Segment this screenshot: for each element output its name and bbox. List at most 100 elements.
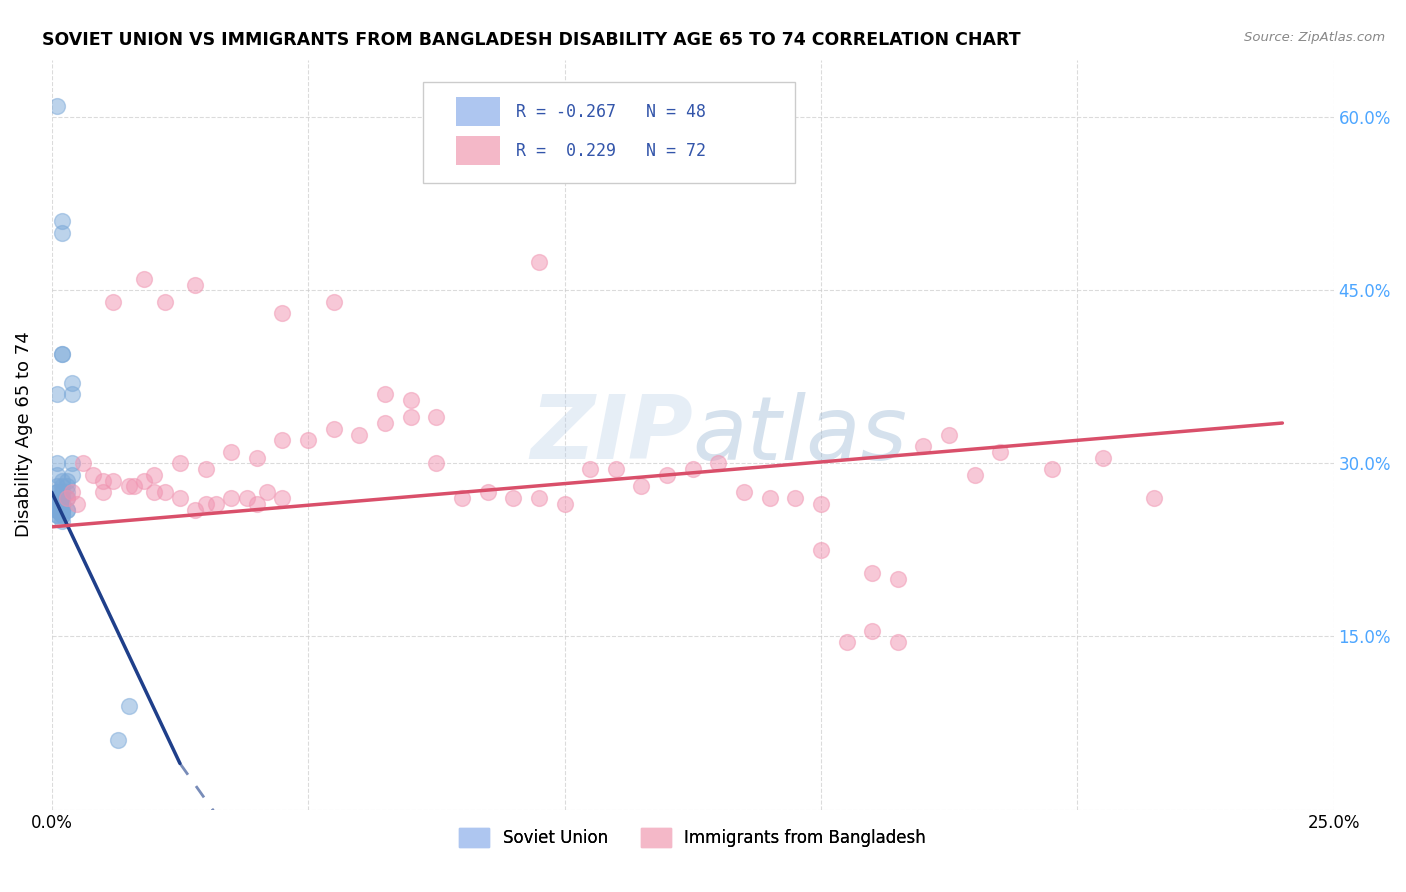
Point xyxy=(56,474,79,488)
Point xyxy=(194,497,217,511)
Point xyxy=(579,462,602,476)
Point xyxy=(810,543,832,558)
Point xyxy=(733,485,755,500)
Point xyxy=(349,427,371,442)
Point xyxy=(477,485,499,500)
Point xyxy=(860,624,883,638)
Point xyxy=(246,497,269,511)
Point xyxy=(51,485,73,500)
Point xyxy=(988,445,1011,459)
Point xyxy=(682,462,704,476)
Text: R = -0.267   N = 48: R = -0.267 N = 48 xyxy=(516,103,706,121)
Point xyxy=(553,497,575,511)
Point xyxy=(72,457,94,471)
Text: atlas: atlas xyxy=(693,392,907,477)
FancyBboxPatch shape xyxy=(456,97,501,126)
Point xyxy=(51,491,73,505)
Point xyxy=(60,485,83,500)
Y-axis label: Disability Age 65 to 74: Disability Age 65 to 74 xyxy=(15,332,32,538)
Point xyxy=(630,479,652,493)
FancyBboxPatch shape xyxy=(423,82,796,184)
Point xyxy=(45,457,67,471)
Point xyxy=(527,491,550,505)
Point xyxy=(132,474,155,488)
Point xyxy=(60,387,83,401)
Point xyxy=(91,485,114,500)
Point xyxy=(56,502,79,516)
Point xyxy=(502,491,524,505)
Point xyxy=(51,497,73,511)
Point xyxy=(51,502,73,516)
Point xyxy=(56,485,79,500)
Point xyxy=(887,572,910,586)
Point xyxy=(205,497,228,511)
Point xyxy=(45,508,67,523)
Text: R =  0.229   N = 72: R = 0.229 N = 72 xyxy=(516,142,706,160)
Point xyxy=(297,434,319,448)
Point xyxy=(322,294,344,309)
Point xyxy=(860,566,883,580)
Point xyxy=(399,410,422,425)
Point xyxy=(938,427,960,442)
Point xyxy=(758,491,780,505)
Legend: Soviet Union, Immigrants from Bangladesh: Soviet Union, Immigrants from Bangladesh xyxy=(453,822,932,854)
Point xyxy=(45,479,67,493)
Point xyxy=(45,502,67,516)
Point xyxy=(527,254,550,268)
Point xyxy=(374,416,396,430)
Point xyxy=(655,467,678,482)
Point xyxy=(56,491,79,505)
Point xyxy=(51,502,73,516)
FancyBboxPatch shape xyxy=(456,136,501,165)
Point xyxy=(51,508,73,523)
Point xyxy=(66,497,89,511)
Point xyxy=(132,272,155,286)
Point xyxy=(246,450,269,465)
Point xyxy=(235,491,257,505)
Point xyxy=(963,467,986,482)
Point xyxy=(271,491,294,505)
Point xyxy=(103,294,125,309)
Point xyxy=(322,422,344,436)
Point xyxy=(271,306,294,320)
Point xyxy=(103,474,125,488)
Point xyxy=(45,497,67,511)
Point xyxy=(425,457,447,471)
Point xyxy=(256,485,278,500)
Point xyxy=(51,491,73,505)
Point xyxy=(45,491,67,505)
Point xyxy=(219,491,242,505)
Point xyxy=(399,392,422,407)
Point xyxy=(153,485,176,500)
Point xyxy=(51,491,73,505)
Point xyxy=(45,502,67,516)
Point xyxy=(1091,450,1114,465)
Point xyxy=(219,445,242,459)
Point xyxy=(60,376,83,390)
Point xyxy=(45,497,67,511)
Point xyxy=(51,497,73,511)
Point xyxy=(60,467,83,482)
Point xyxy=(912,439,935,453)
Point xyxy=(835,635,858,649)
Point xyxy=(887,635,910,649)
Point xyxy=(785,491,807,505)
Point xyxy=(51,347,73,361)
Text: SOVIET UNION VS IMMIGRANTS FROM BANGLADESH DISABILITY AGE 65 TO 74 CORRELATION C: SOVIET UNION VS IMMIGRANTS FROM BANGLADE… xyxy=(42,31,1021,49)
Point xyxy=(56,502,79,516)
Text: Source: ZipAtlas.com: Source: ZipAtlas.com xyxy=(1244,31,1385,45)
Point xyxy=(45,387,67,401)
Point xyxy=(51,502,73,516)
Point xyxy=(45,508,67,523)
Point xyxy=(143,485,166,500)
Text: ZIP: ZIP xyxy=(530,391,693,478)
Point xyxy=(45,467,67,482)
Point xyxy=(271,434,294,448)
Point xyxy=(605,462,627,476)
Point xyxy=(45,485,67,500)
Point xyxy=(60,457,83,471)
Point xyxy=(51,502,73,516)
Point xyxy=(51,479,73,493)
Point xyxy=(107,733,129,747)
Point xyxy=(51,491,73,505)
